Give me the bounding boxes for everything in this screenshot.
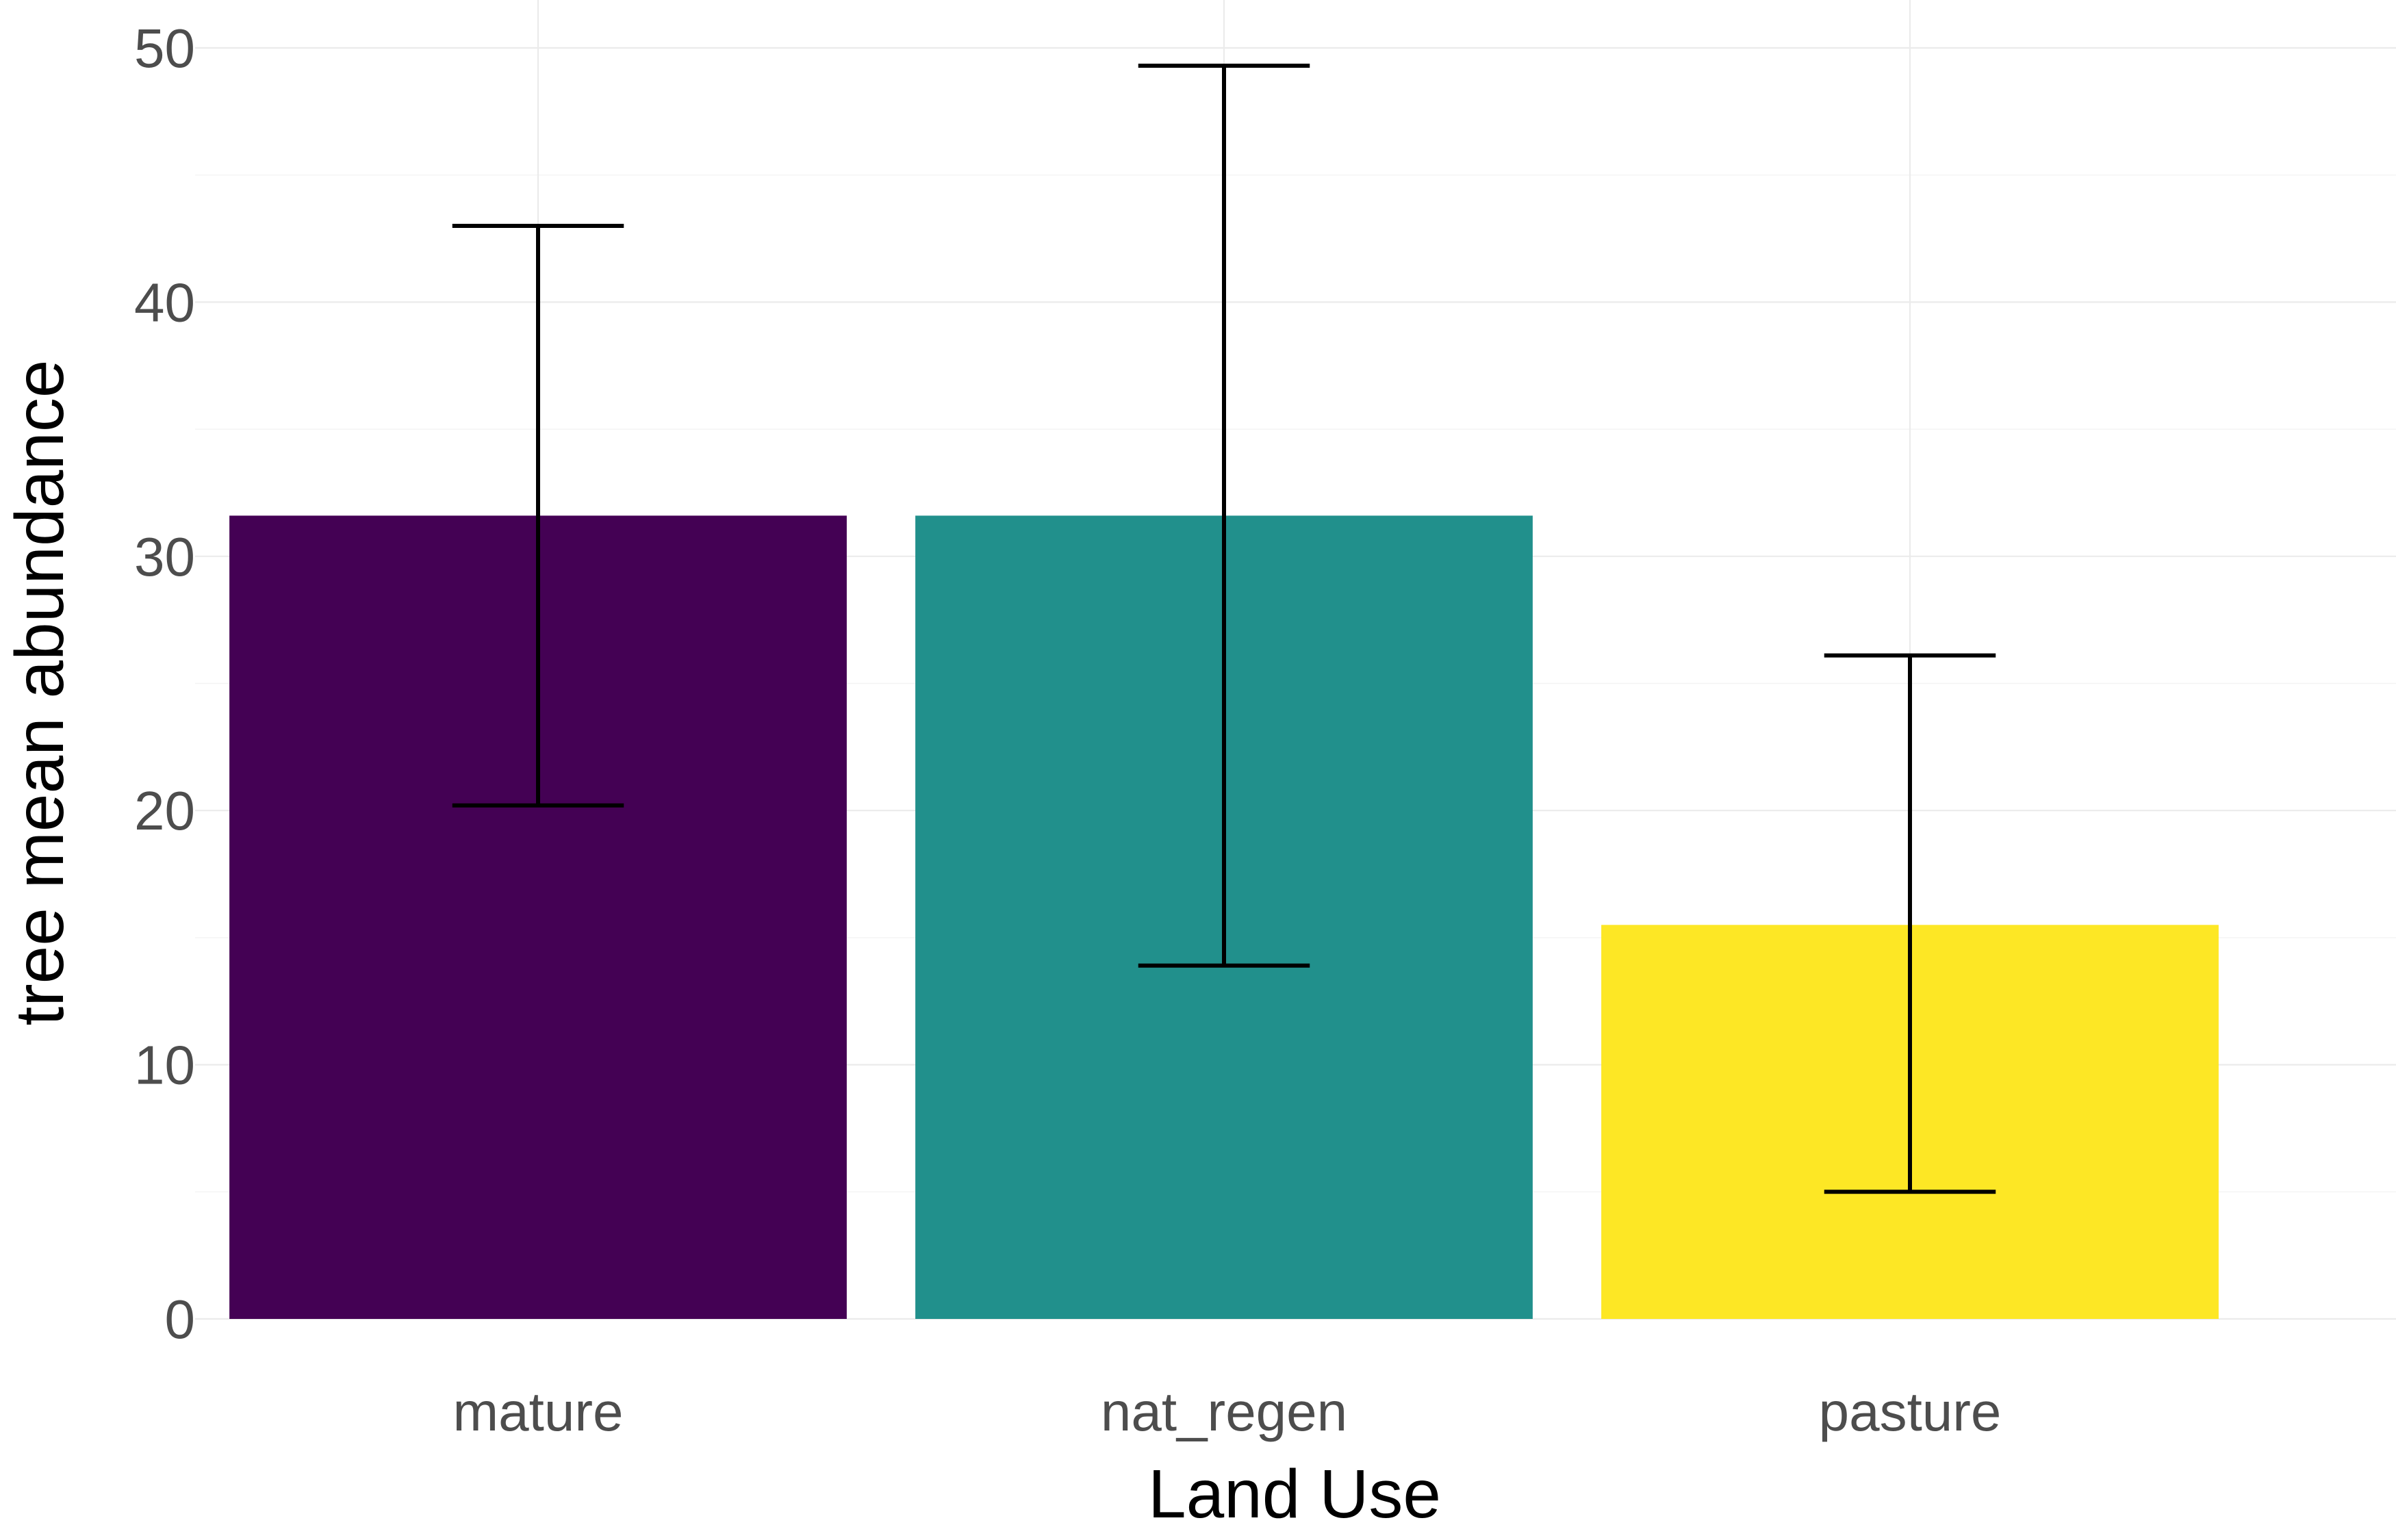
y-tick-label: 50 — [134, 18, 195, 79]
error-bar-nat-regen — [1138, 63, 1310, 968]
error-bar-mature — [452, 223, 624, 808]
y-tick-label: 20 — [134, 780, 195, 841]
y-tick-label: 40 — [134, 272, 195, 333]
x-tick-label: nat_regen — [1101, 1381, 1347, 1442]
y-tick-label: 0 — [165, 1289, 196, 1350]
x-tick-label: mature — [453, 1381, 624, 1442]
x-tick-labels: mature nat_regen pasture — [453, 1381, 2002, 1442]
x-tick-label: pasture — [1819, 1381, 2002, 1442]
y-tick-label: 30 — [134, 526, 195, 587]
y-tick-label: 10 — [134, 1035, 195, 1096]
error-bar-pasture — [1824, 653, 1996, 1194]
error-bars — [452, 63, 1996, 1194]
y-tick-labels: 0 10 20 30 40 50 — [134, 18, 195, 1350]
y-axis-title: tree mean abundance — [1, 360, 78, 1026]
x-axis-title: Land Use — [1148, 1456, 1441, 1532]
